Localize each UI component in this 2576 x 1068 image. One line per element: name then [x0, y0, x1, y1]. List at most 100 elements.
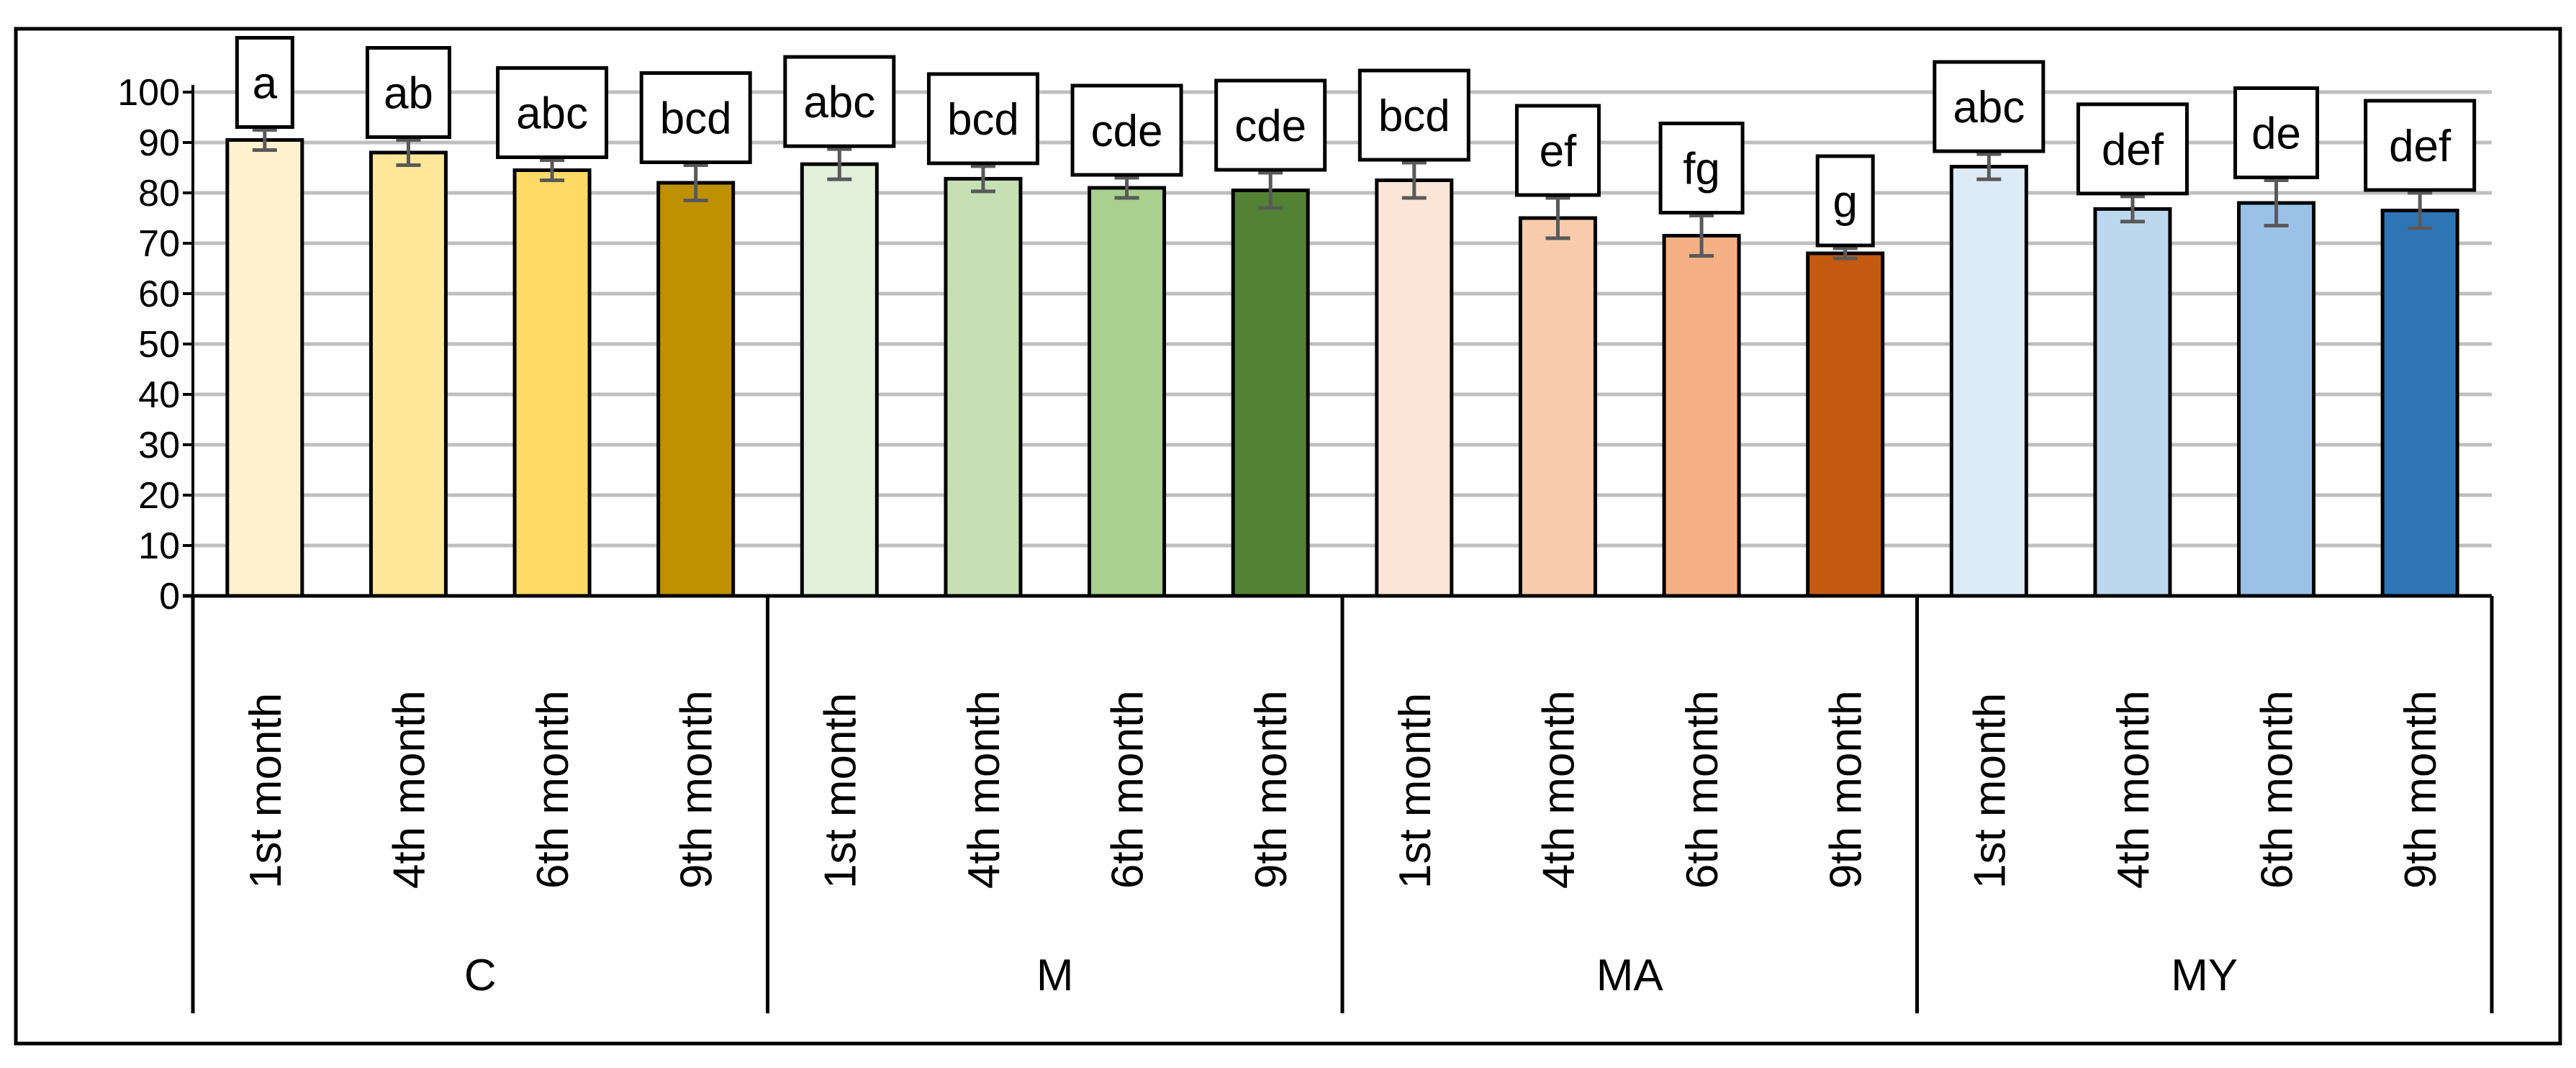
- x-tick-label: 1st month: [815, 693, 865, 889]
- y-tick-label: 30: [138, 425, 180, 466]
- letter-label-box: [2364, 99, 2477, 192]
- letter-label-box: [1933, 60, 2046, 153]
- error-bar: [2408, 191, 2433, 230]
- error-bar: [1689, 214, 1714, 258]
- x-tick-label: 9th month: [2396, 690, 2446, 889]
- bar: [1088, 186, 1167, 598]
- axes: 0 10 20 30 40 50 60 70 80 90 100 1st month 4th month…: [117, 72, 2494, 1013]
- y-tick-label: 100: [117, 72, 180, 114]
- x-tick-label: 4th month: [959, 690, 1009, 889]
- letter-label-box: [235, 36, 294, 129]
- y-tick-label: 90: [138, 122, 180, 164]
- x-tick-label: 1st month: [1391, 693, 1440, 889]
- letter-label: cde: [1091, 107, 1163, 156]
- bars: [225, 128, 2459, 598]
- x-tick-label: 1st month: [1965, 693, 2015, 889]
- group-label: C: [464, 951, 497, 1000]
- letter-label-box: [1514, 104, 1601, 197]
- bar: [1662, 234, 1741, 598]
- error-bar: [1545, 196, 1571, 240]
- letter-label-box: [1070, 83, 1183, 177]
- error-bar: [396, 138, 421, 167]
- error-bar: [1832, 246, 1858, 261]
- x-tick-label: 4th month: [384, 690, 434, 889]
- x-tick-label: 6th month: [528, 690, 578, 889]
- letter-label: ef: [1540, 127, 1577, 176]
- bar: [944, 176, 1023, 598]
- group-label: MY: [2171, 951, 2238, 1000]
- letter-label-box: [1357, 68, 1470, 162]
- bar: [2093, 207, 2172, 598]
- bar: [2237, 201, 2316, 598]
- bar: [2380, 209, 2459, 598]
- y-tick-label: 80: [138, 173, 180, 214]
- error-bar: [970, 164, 995, 194]
- bar: [1231, 189, 1310, 598]
- x-tick-label: 9th month: [672, 690, 722, 889]
- y-tick-label: 40: [138, 374, 180, 416]
- y-tick-label: 10: [138, 525, 180, 567]
- bar: [512, 168, 592, 598]
- y-tick-label: 70: [138, 223, 180, 265]
- error-bar: [1258, 171, 1283, 210]
- bar: [656, 181, 736, 598]
- error-bar: [2120, 194, 2145, 224]
- x-tick-label: 9th month: [1822, 690, 1871, 889]
- x-tick-label: 6th month: [2253, 690, 2302, 889]
- letter-labels: a ab abc bcd abc bcd cde cde bcd ef fg g abc def de def: [235, 36, 2477, 248]
- letter-label-box: [1815, 154, 1875, 248]
- letter-label: def: [2389, 122, 2451, 171]
- letter-label: g: [1832, 177, 1857, 227]
- bar: [800, 162, 879, 598]
- letter-label: abc: [803, 78, 875, 127]
- x-tick-label: 6th month: [1103, 690, 1153, 889]
- bar: [1518, 216, 1597, 598]
- letter-label: abc: [516, 89, 588, 139]
- bar: [1949, 165, 2028, 598]
- letter-label-box: [639, 71, 752, 164]
- letter-label-box: [926, 72, 1039, 166]
- bar: [225, 138, 304, 598]
- x-tick-label: 4th month: [2109, 690, 2159, 889]
- letter-label: bcd: [660, 94, 732, 144]
- error-bar: [1114, 176, 1139, 200]
- letter-label-box: [2233, 86, 2320, 179]
- letter-label: bcd: [1378, 91, 1450, 141]
- y-tick-label: 0: [159, 576, 180, 617]
- error-bar: [1976, 152, 2002, 181]
- error-bar: [683, 163, 708, 202]
- error-bar: [1401, 160, 1427, 200]
- group-label: M: [1036, 951, 1074, 1000]
- letter-label: cde: [1234, 101, 1306, 151]
- error-bar: [827, 147, 852, 181]
- letter-label-box: [1214, 78, 1327, 172]
- letter-label: de: [2251, 109, 2301, 159]
- group-label: MA: [1596, 951, 1664, 1000]
- y-tick-label: 50: [138, 324, 180, 366]
- letter-label-box: [1658, 122, 1745, 214]
- error-bar: [540, 158, 565, 182]
- bar: [1806, 251, 1885, 598]
- bar: [369, 150, 448, 598]
- x-tick-label: 6th month: [1678, 690, 1727, 889]
- letter-label-box: [365, 46, 451, 139]
- y-tick-label: 60: [138, 273, 180, 315]
- x-tick-label: 4th month: [1534, 690, 1583, 889]
- y-tick-label: 20: [138, 475, 180, 517]
- error-bar: [2264, 178, 2289, 227]
- letter-label: a: [253, 59, 278, 109]
- letter-label-box: [2076, 102, 2189, 196]
- letter-label-box: [783, 55, 896, 148]
- error-bar: [252, 128, 277, 152]
- letter-label: ab: [384, 69, 433, 119]
- letter-label: bcd: [947, 95, 1019, 145]
- letter-label: abc: [1953, 83, 2025, 132]
- bar: [1375, 178, 1454, 598]
- letter-label: def: [2102, 125, 2164, 175]
- letter-label-box: [496, 66, 609, 159]
- x-tick-label: 1st month: [241, 693, 291, 889]
- x-tick-label: 9th month: [1247, 690, 1296, 889]
- letter-label: fg: [1683, 145, 1720, 194]
